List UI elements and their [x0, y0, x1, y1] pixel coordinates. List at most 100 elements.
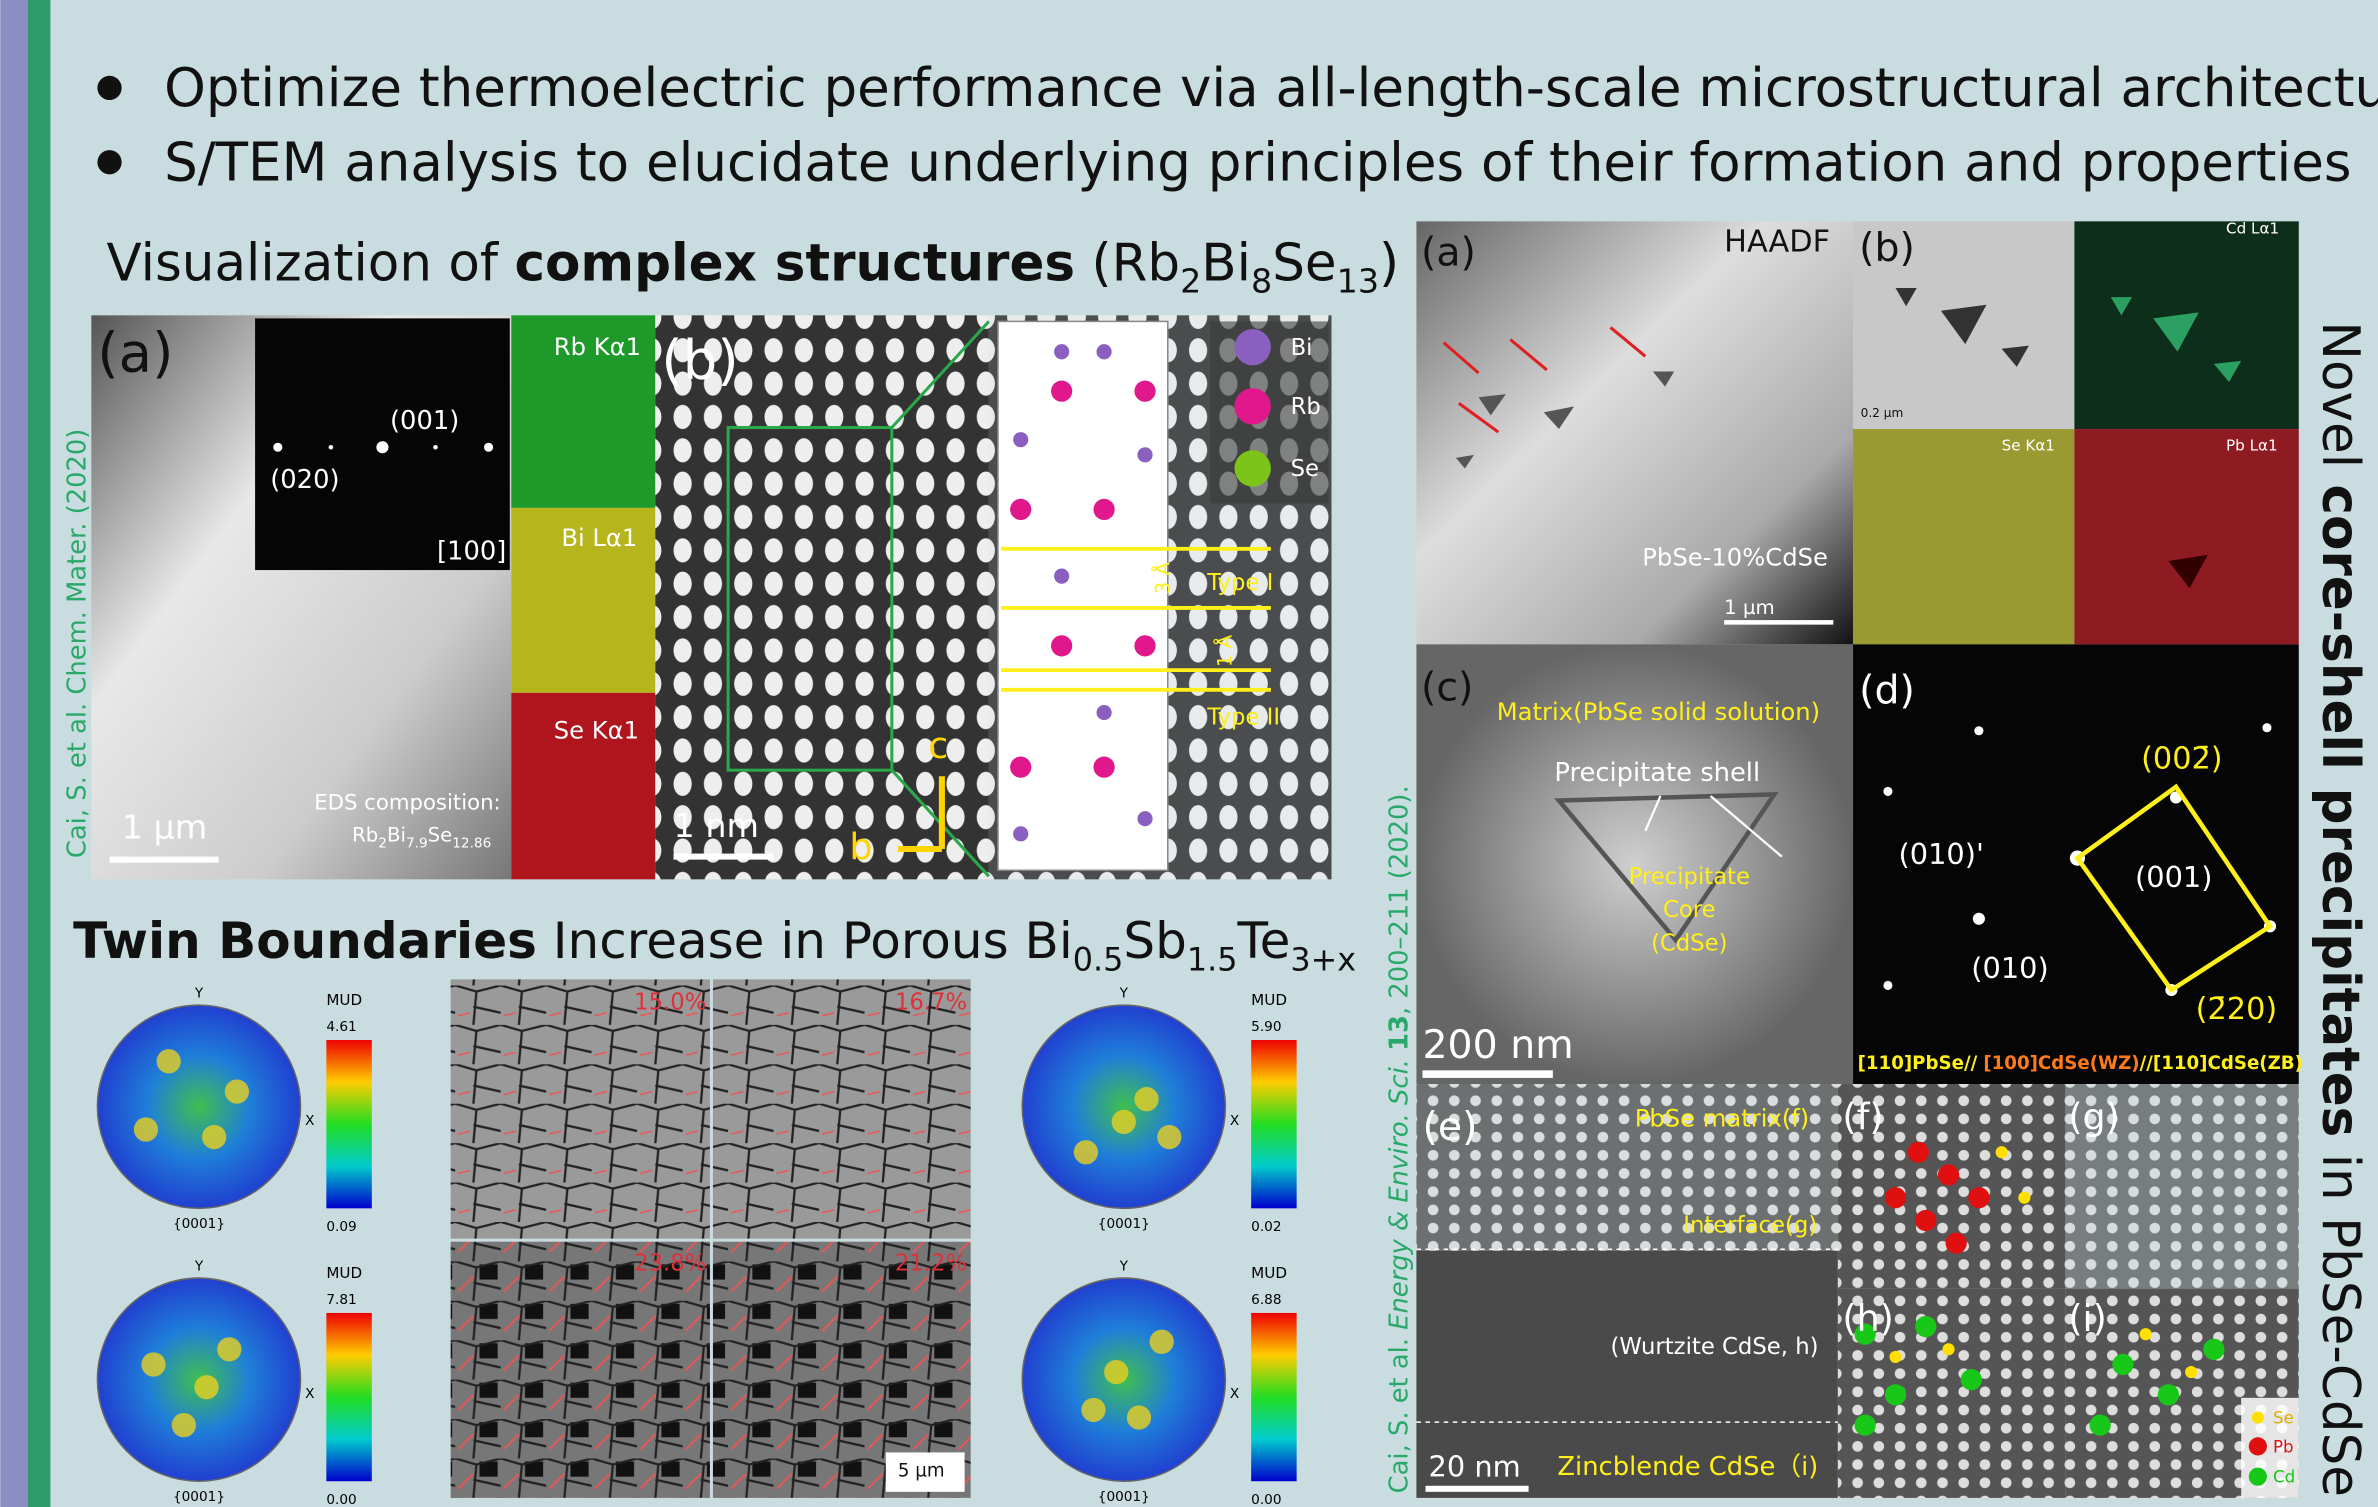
color-bar — [326, 1040, 371, 1208]
panel-label: (e) — [1422, 1104, 1477, 1150]
map-label: Se Kα1 — [2002, 436, 2055, 454]
legend-label: Rb — [1291, 394, 1321, 420]
pole-figure — [97, 1005, 300, 1208]
color-bar-min: 0.00 — [326, 1492, 356, 1507]
color-bar-min: 0.09 — [326, 1219, 356, 1235]
citation: Cai, S. et al. Energy & Enviro. Sci. 13,… — [1384, 785, 1414, 1493]
spot-label: (001) — [2135, 860, 2212, 894]
formula-part: Bi — [387, 823, 406, 846]
panel-label: (d) — [1859, 667, 1915, 713]
panel-label: (a) — [97, 320, 173, 384]
legend-atom — [2249, 1437, 2267, 1455]
twin-fraction: 15.0% — [634, 990, 706, 1016]
pole-axis-label: X — [1230, 1386, 1239, 1402]
heading-part: (Rb — [1075, 233, 1180, 293]
zone-part: [100]CdSe(WZ) — [1983, 1053, 2139, 1074]
subscript: 2 — [1180, 262, 1201, 301]
purple-stripe — [0, 0, 27, 1507]
spot-label: (2̄20) — [2196, 992, 2278, 1027]
spot-label: (010)' — [1899, 837, 1984, 871]
scale-label: 200 nm — [1422, 1022, 1573, 1068]
citation-journal: Energy & Enviro. Sci. — [1384, 1051, 1414, 1330]
pole-hotspot — [1081, 1398, 1105, 1422]
pole-hotspot — [1112, 1110, 1136, 1134]
axis-label: b — [849, 826, 872, 869]
region-label: Zincblende CdSe（i) — [1557, 1452, 1818, 1482]
color-bar — [1251, 1040, 1296, 1208]
pole-hotspot — [217, 1337, 241, 1361]
pole-axis-label: Y — [194, 986, 204, 1002]
structure-model — [998, 321, 1168, 870]
title-part: Novel — [2310, 321, 2370, 484]
heading-part: Bi — [1201, 233, 1251, 293]
scale-bar — [1724, 620, 1833, 625]
pole-hotspot — [1127, 1405, 1151, 1429]
color-bar-title: MUD — [326, 991, 362, 1009]
zone-part: //[110]CdSe(ZB) — [2140, 1053, 2303, 1074]
formula-part: Rb — [352, 823, 378, 846]
scale-label: 20 nm — [1429, 1450, 1521, 1484]
ebsd-map — [451, 1242, 710, 1498]
ebsd-map — [713, 979, 971, 1238]
twin-fraction: 23.8% — [634, 1250, 706, 1276]
pole-hotspot — [1134, 1087, 1158, 1111]
color-bar — [326, 1313, 371, 1481]
subscript: 13 — [1337, 262, 1379, 301]
heading-part: Te — [1237, 912, 1291, 970]
scale-label: 1 nm — [674, 806, 759, 845]
eds-title: EDS composition: — [314, 791, 500, 816]
shell-label: Precipitate shell — [1554, 758, 1760, 788]
map-label: Se Kα1 — [554, 715, 639, 744]
pole-hotspot — [225, 1079, 249, 1103]
citation: Cai, S. et al. Chem. Mater. (2020) — [62, 429, 92, 858]
eds-map — [1853, 429, 2074, 644]
color-bar-max: 7.81 — [326, 1292, 356, 1308]
pole-axis-label: X — [305, 1113, 314, 1129]
spacing-label: 3 Å — [1151, 562, 1174, 595]
pole-hotspot — [1150, 1330, 1174, 1354]
panel-label: (h) — [1842, 1297, 1893, 1340]
poster: {"bullets":["Optimize thermoelectric per… — [0, 0, 2378, 1507]
legend-atom — [2252, 1411, 2264, 1423]
panel-label: (g) — [2068, 1095, 2119, 1138]
citation-volume: 13 — [1384, 1015, 1414, 1051]
region-label: PbSe matrix(f) — [1635, 1103, 1810, 1132]
legend-atom — [1234, 450, 1270, 486]
pole-hotspot — [134, 1117, 158, 1141]
subscript: 1.5 — [1187, 940, 1238, 978]
spot-label: (010) — [1971, 951, 2048, 985]
color-bar-min: 0.00 — [1251, 1492, 1281, 1507]
core-label: (CdSe) — [1651, 931, 1727, 957]
ebsd-map — [451, 979, 710, 1238]
pole-hotspot — [202, 1125, 226, 1149]
scale-bar — [674, 854, 774, 860]
pole-hotspot — [1074, 1140, 1098, 1164]
legend-label: Pb — [2273, 1437, 2294, 1456]
color-bar-title: MUD — [326, 1264, 362, 1282]
color-bar-max: 5.90 — [1251, 1019, 1281, 1035]
legend-label: Se — [1291, 456, 1319, 482]
vertical-title: Novel core-shell precipitates in PbSe-Cd… — [2310, 321, 2370, 1497]
map-label: Bi Lα1 — [561, 523, 637, 552]
heading-bold: complex structures — [514, 233, 1075, 293]
section-heading: Visualization of complex structures (Rb2… — [107, 233, 1400, 300]
pole-axis-label: Y — [1119, 986, 1129, 1002]
pole-hotspot — [194, 1375, 218, 1399]
color-bar-title: MUD — [1251, 1264, 1287, 1282]
heading-part: Sb — [1123, 912, 1187, 970]
title-part: in PbSe-CdSe — [2310, 1137, 2370, 1497]
pole-axis-label: {0001} — [173, 1489, 225, 1505]
pole-axis-label: {0001} — [1098, 1489, 1150, 1505]
legend-atom — [2249, 1468, 2267, 1486]
pole-axis-label: {0001} — [173, 1216, 225, 1232]
green-stripe — [28, 0, 51, 1507]
haadf-image — [1416, 221, 1853, 644]
bullet-text: S/TEM analysis to elucidate underlying p… — [164, 131, 2351, 193]
citation-part: Cai, S. et al. — [1384, 1330, 1414, 1494]
subscript: 2 — [378, 835, 387, 851]
pole-axis-label: X — [1230, 1113, 1239, 1129]
subscript: 3+x — [1290, 940, 1356, 978]
legend-label: Bi — [1291, 335, 1313, 361]
diffraction-label: (020) — [270, 465, 339, 495]
map-label: Cd Lα1 — [2226, 219, 2279, 237]
